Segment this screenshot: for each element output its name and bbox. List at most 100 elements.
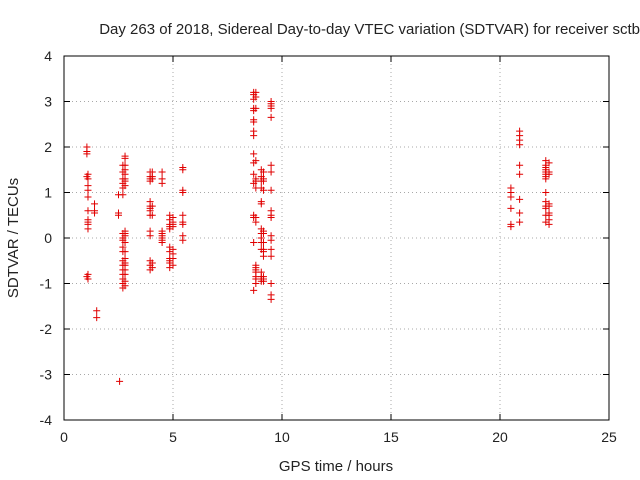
x-tick-label: 0 (60, 429, 68, 445)
data-point (116, 377, 124, 385)
x-tick-label: 20 (492, 429, 508, 445)
data-point (121, 248, 129, 256)
data-point (148, 175, 156, 183)
data-point (121, 239, 129, 247)
data-point (179, 166, 187, 174)
data-point (542, 175, 550, 183)
data-point (516, 170, 524, 178)
data-point (84, 193, 92, 201)
data-point (252, 157, 260, 165)
data-point (91, 209, 99, 217)
data-point (259, 229, 267, 237)
data-point (250, 170, 258, 178)
data-point (267, 161, 275, 169)
data-point (507, 204, 515, 212)
data-point (179, 220, 187, 228)
data-point (250, 239, 258, 247)
data-point (250, 286, 258, 294)
data-point (252, 104, 260, 112)
data-point (257, 200, 265, 208)
data-point (507, 193, 515, 201)
y-tick-label: 2 (44, 139, 52, 155)
data-points (83, 88, 553, 385)
data-point (158, 179, 166, 187)
x-tick-label: 15 (383, 429, 399, 445)
data-point (179, 236, 187, 244)
data-point (250, 118, 258, 126)
data-point (84, 225, 92, 233)
data-point (542, 189, 550, 196)
chart-title: Day 263 of 2018, Sidereal Day-to-day VTE… (99, 21, 640, 38)
data-point (259, 277, 267, 285)
data-point (545, 159, 553, 167)
data-point (516, 161, 524, 169)
data-point (179, 211, 187, 219)
data-point (158, 239, 166, 247)
data-point (267, 214, 275, 222)
data-point (267, 295, 275, 303)
data-point (267, 245, 275, 253)
data-point (119, 191, 127, 199)
data-point (179, 189, 187, 196)
data-point (148, 202, 156, 210)
y-tick-label: -4 (40, 412, 53, 428)
data-point (84, 207, 92, 215)
axis-ticks (63, 55, 610, 421)
data-point (146, 232, 154, 240)
x-tick-label: 5 (169, 429, 177, 445)
data-point (250, 132, 258, 140)
data-point (516, 195, 524, 203)
data-point (115, 211, 122, 219)
y-tick-label: -3 (40, 367, 53, 383)
data-point (259, 239, 267, 247)
y-tick-label: 4 (44, 48, 52, 64)
data-point (93, 307, 101, 315)
data-point (545, 202, 553, 210)
data-point (259, 252, 267, 260)
data-point (267, 252, 275, 260)
data-point (121, 232, 129, 240)
data-point (148, 211, 156, 219)
data-point (84, 186, 92, 194)
data-point (148, 264, 156, 272)
x-tick-label: 10 (274, 429, 290, 445)
y-tick-label: 0 (44, 230, 52, 246)
data-point (267, 168, 275, 176)
data-point (252, 280, 260, 287)
data-point (93, 314, 101, 322)
data-point (250, 150, 258, 158)
data-point (259, 186, 267, 194)
data-point (259, 177, 267, 185)
data-point (252, 93, 260, 101)
y-tick-label: 3 (44, 94, 52, 110)
data-point (83, 150, 91, 158)
x-axis-title: GPS time / hours (279, 458, 393, 475)
data-point (169, 261, 177, 269)
data-point (169, 223, 177, 231)
data-point (507, 223, 515, 231)
data-point (516, 141, 524, 149)
data-point (121, 154, 129, 162)
y-tick-label: -1 (40, 276, 53, 292)
data-point (267, 280, 275, 287)
data-point (121, 270, 129, 278)
data-point (267, 113, 275, 121)
data-point (267, 104, 275, 112)
data-point (84, 275, 92, 283)
data-point (545, 170, 553, 178)
data-point (84, 175, 92, 183)
data-point (545, 220, 553, 228)
y-tick-label: 1 (44, 185, 52, 201)
data-point (121, 182, 129, 190)
x-axis-tick-labels: 0 5 10 15 20 25 (60, 429, 617, 445)
y-tick-label: -2 (40, 321, 53, 337)
data-point (516, 218, 524, 226)
data-point (169, 254, 177, 262)
data-point (121, 282, 129, 290)
data-point (158, 168, 166, 176)
data-point (516, 209, 524, 217)
data-point (259, 168, 267, 176)
data-point (267, 186, 275, 194)
x-tick-label: 25 (601, 429, 617, 445)
